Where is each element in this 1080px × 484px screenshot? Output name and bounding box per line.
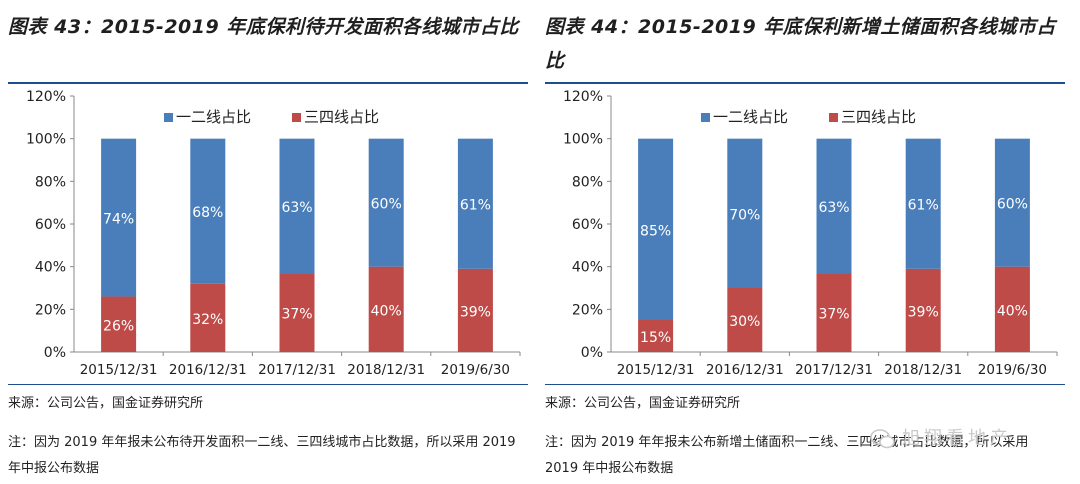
x-tick-label: 2019/6/30 (441, 362, 510, 378)
legend-label: 一二线占比 (176, 108, 251, 126)
x-tick-label: 2017/12/31 (795, 362, 873, 378)
bar-first-tier (457, 138, 493, 269)
note-text: 注：因为 2019 年年报未公布新增土储面积一二线、三四线城市占比数据，所以采用… (545, 435, 1029, 476)
data-label-first-tier: 63% (281, 200, 312, 216)
data-label-first-tier: 85% (640, 223, 671, 239)
x-tick-label: 2015/12/31 (617, 362, 695, 378)
y-tick-label: 100% (26, 132, 66, 148)
bar-first-tier (905, 138, 941, 269)
bar-first-tier (101, 138, 137, 297)
y-tick-label: 80% (35, 174, 66, 190)
bar-third-tier (457, 268, 493, 352)
y-tick-label: 0% (581, 345, 603, 361)
bar-first-tier (994, 138, 1030, 267)
left-panel: 图表 43：2015-2019 年底保利待开发面积各线城市占比 0% 20% 40%… (8, 0, 533, 484)
legend-swatch (164, 113, 173, 122)
y-tick-label: 0% (44, 345, 66, 361)
bar-third-tier (638, 320, 674, 352)
watermark: 旭翔看地产 (870, 424, 1012, 450)
chart-44: 0% 20% 40% 60% 80% 100% 120% 15% 85% 2015/12/31 30… (563, 89, 1058, 378)
bar-first-tier (279, 138, 315, 274)
data-label-third-tier: 39% (908, 304, 939, 320)
x-tick-label: 2016/12/31 (169, 362, 247, 378)
bar-third-tier (727, 288, 763, 352)
x-tick-label: 2019/6/30 (978, 362, 1047, 378)
top-rule (545, 82, 1065, 84)
wechat-icon (870, 429, 895, 449)
bar-third-tier (101, 296, 137, 352)
data-label-third-tier: 40% (997, 303, 1028, 319)
data-label-first-tier: 68% (192, 205, 223, 221)
y-tick-label: 120% (563, 89, 603, 105)
y-tick-label: 120% (26, 89, 66, 105)
x-tick-label: 2018/12/31 (884, 362, 962, 378)
data-label-third-tier: 26% (103, 318, 134, 334)
bar-first-tier (638, 138, 674, 320)
y-tick-label: 20% (572, 302, 603, 318)
y-tick-label: 40% (572, 260, 603, 276)
legend-swatch (701, 113, 710, 122)
note-text: 注：因为 2019 年年报未公布待开发面积一二线、三四线城市占比数据，所以采用 … (8, 435, 516, 476)
source-text: 来源：公司公告，国金证券研究所 (8, 396, 204, 411)
data-label-third-tier: 32% (192, 312, 223, 328)
bar-third-tier (368, 266, 404, 352)
y-tick-label: 40% (35, 260, 66, 276)
legend-swatch (292, 113, 301, 122)
data-label-first-tier: 70% (729, 207, 760, 223)
legend-label: 三四线占比 (304, 108, 379, 126)
x-tick-label: 2016/12/31 (706, 362, 784, 378)
source-text: 来源：公司公告，国金证券研究所 (545, 396, 741, 411)
data-label-third-tier: 37% (818, 307, 849, 323)
bar-third-tier (994, 266, 1030, 352)
x-tick-label: 2017/12/31 (258, 362, 336, 378)
data-label-third-tier: 30% (729, 314, 760, 330)
y-tick-label: 60% (35, 217, 66, 233)
data-label-third-tier: 40% (371, 303, 402, 319)
data-label-third-tier: 37% (281, 307, 312, 323)
bar-third-tier (279, 273, 315, 352)
bar-third-tier (905, 268, 941, 352)
watermark-text: 旭翔看地产 (902, 428, 1012, 449)
chart-title: 图表 43：2015-2019 年底保利待开发面积各线城市占比 (8, 16, 519, 38)
bar-first-tier (190, 138, 226, 284)
data-label-third-tier: 15% (640, 330, 671, 346)
y-tick-label: 20% (35, 302, 66, 318)
bottom-rule (8, 384, 528, 385)
y-tick-label: 100% (563, 132, 603, 148)
data-label-first-tier: 60% (371, 197, 402, 213)
chart-43: 0% 20% 40% 60% 80% 100% 120% 26% 74% 2015/12/31 32… (26, 89, 521, 378)
data-label-third-tier: 39% (460, 304, 491, 320)
bar-third-tier (190, 283, 226, 352)
x-tick-label: 2018/12/31 (347, 362, 425, 378)
bar-first-tier (727, 138, 763, 288)
bar-first-tier (368, 138, 404, 267)
y-tick-label: 80% (572, 174, 603, 190)
y-tick-label: 60% (572, 217, 603, 233)
data-label-first-tier: 63% (818, 200, 849, 216)
legend-label: 一二线占比 (713, 108, 788, 126)
right-panel: 图表 44：2015-2019 年底保利新增土储面积各线城市占比 0% 20% 40… (545, 0, 1070, 484)
bar-first-tier (816, 138, 852, 274)
bar-third-tier (816, 273, 852, 352)
chart-title: 图表 44：2015-2019 年底保利新增土储面积各线城市占比 (545, 16, 1056, 72)
data-label-first-tier: 61% (460, 198, 491, 214)
legend-swatch (829, 113, 838, 122)
data-label-first-tier: 74% (103, 212, 134, 228)
data-label-first-tier: 61% (908, 198, 939, 214)
legend-label: 三四线占比 (841, 108, 916, 126)
x-tick-label: 2015/12/31 (80, 362, 158, 378)
data-label-first-tier: 60% (997, 197, 1028, 213)
bottom-rule (545, 384, 1065, 385)
top-rule (8, 82, 528, 84)
